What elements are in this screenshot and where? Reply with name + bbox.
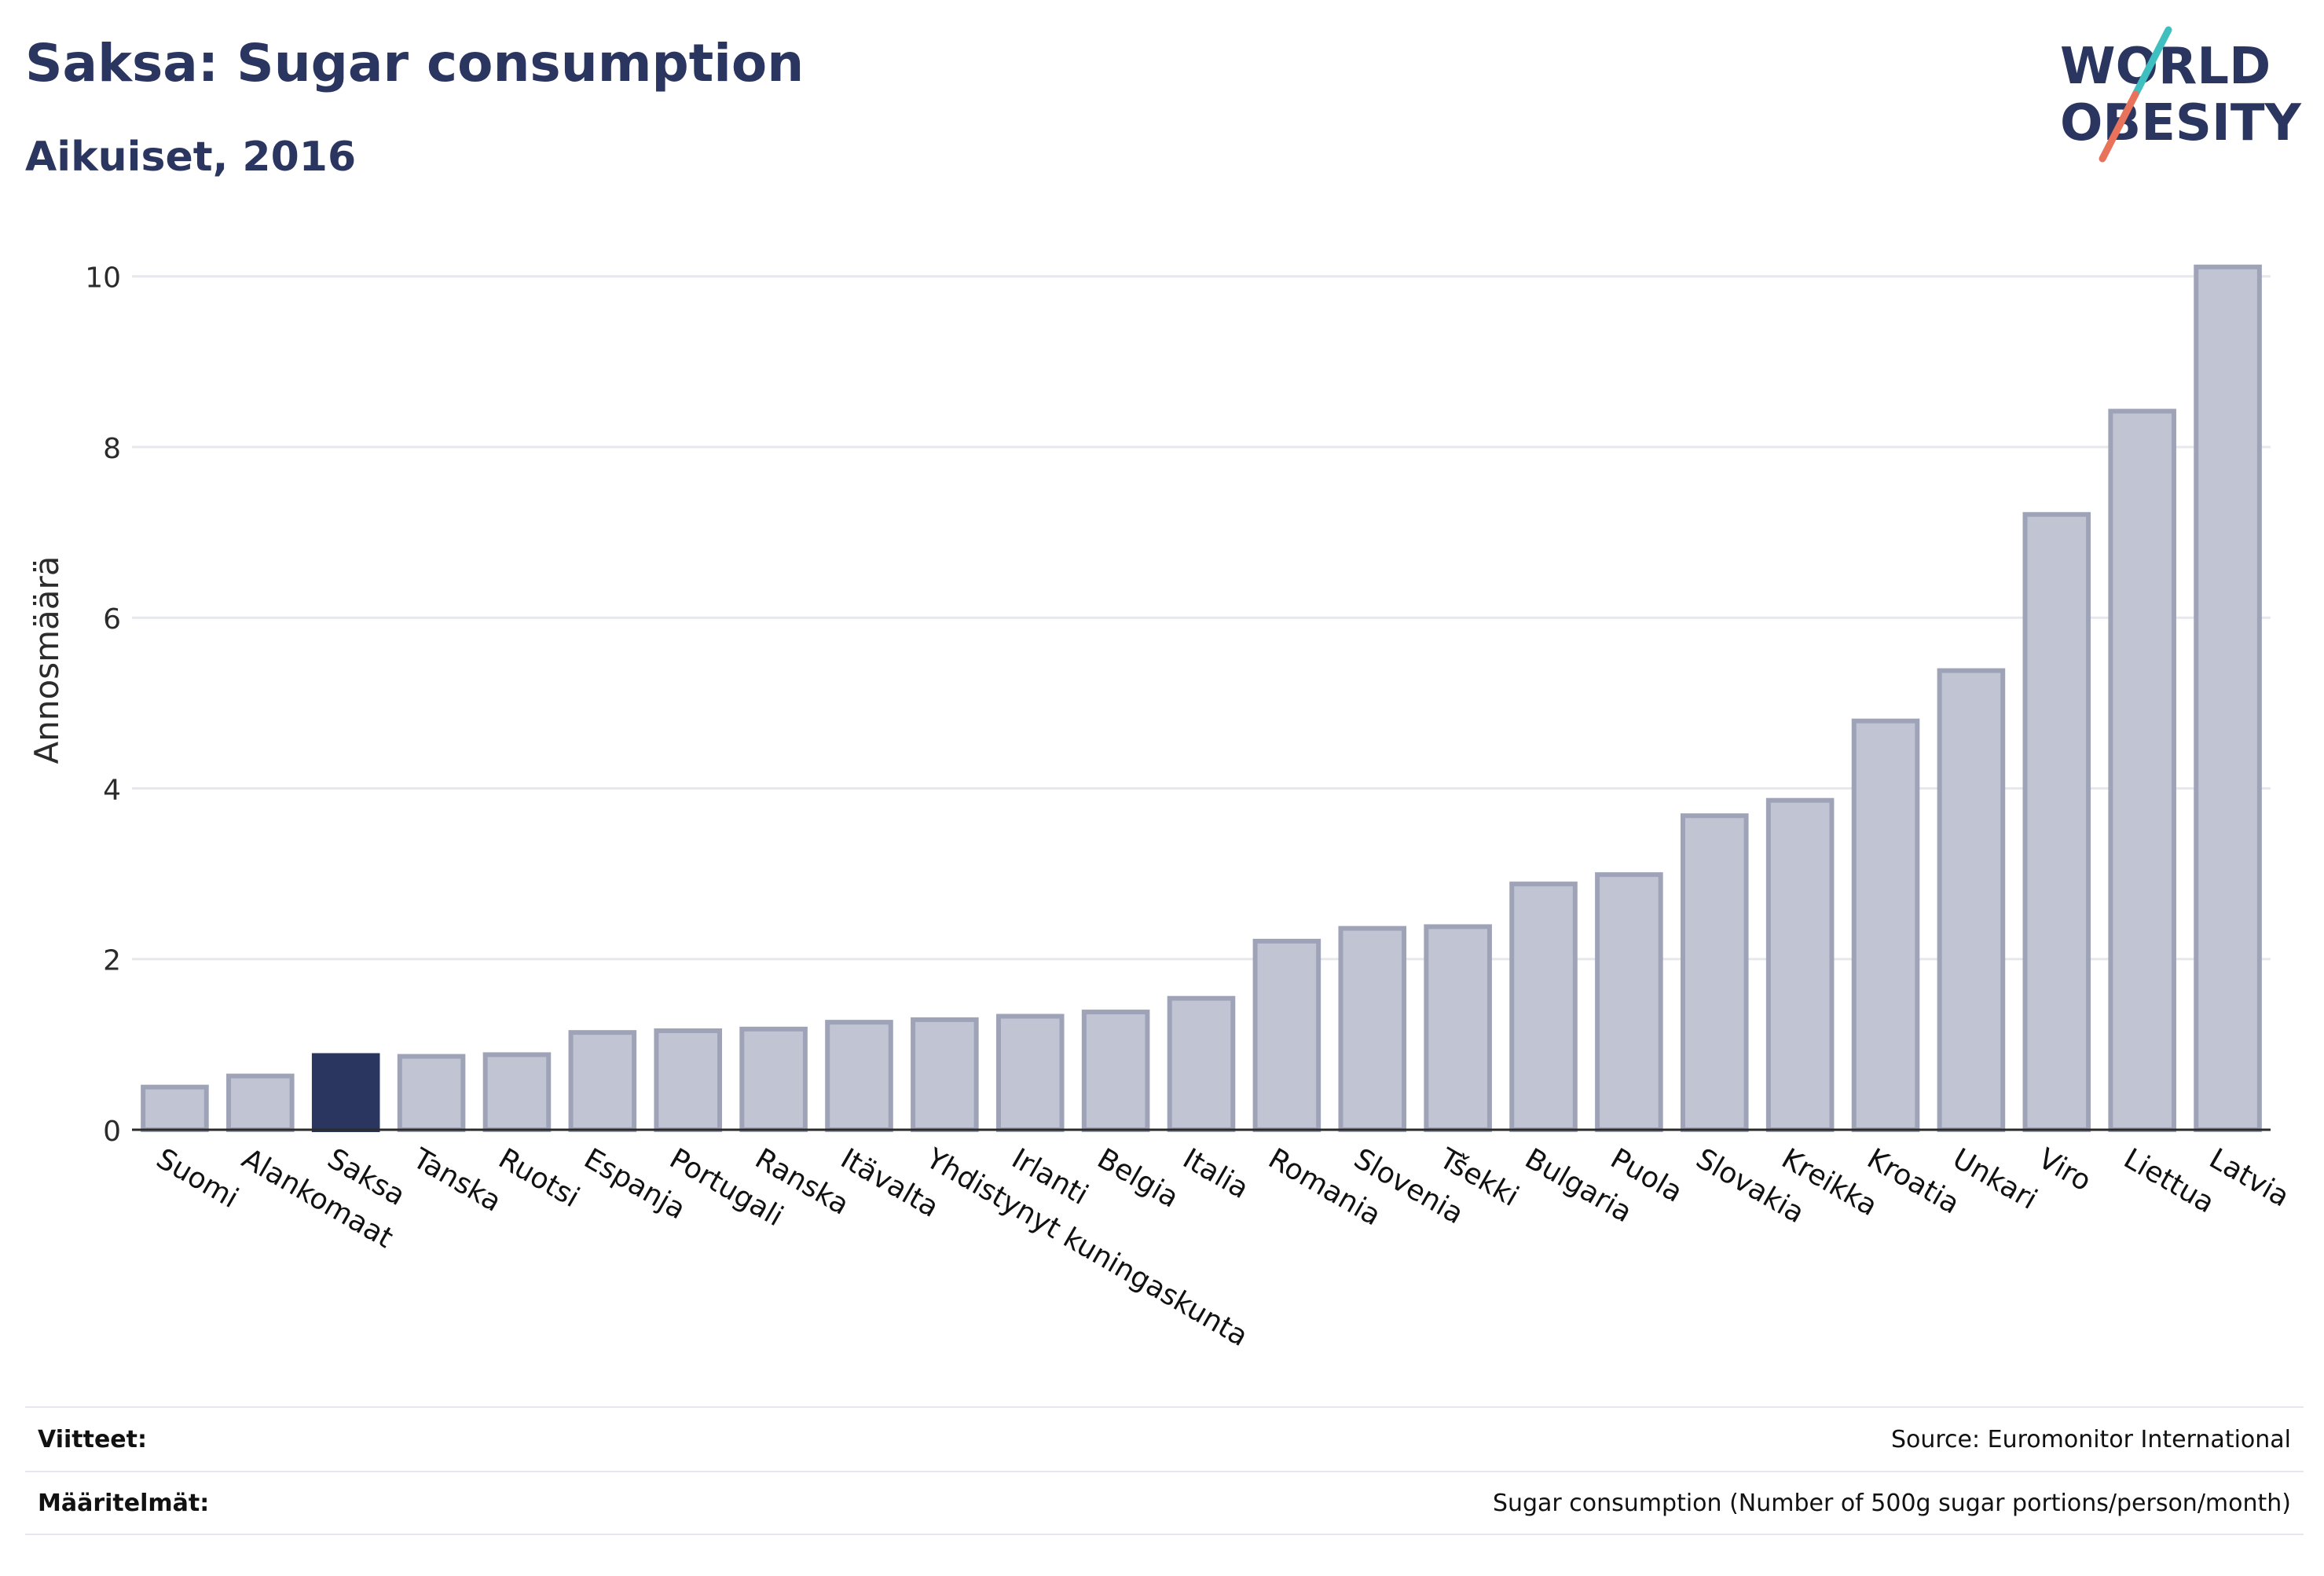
- x-tick-labels: SuomiAlankomaatSaksaTanskaRuotsiEspanjaP…: [151, 1142, 2295, 1353]
- bar-irlanti: [995, 1013, 1065, 1133]
- bar-ruotsi: [482, 1052, 552, 1132]
- chart-subtitle: Aikuiset, 2016: [25, 134, 357, 181]
- bar-unkari: [1937, 668, 2006, 1132]
- bar-latvia: [2194, 264, 2262, 1132]
- references-label: Viitteet:: [38, 1425, 147, 1453]
- bar-romania: [1252, 938, 1321, 1133]
- bar-itävalta: [825, 1020, 893, 1132]
- bar-viro: [2022, 511, 2091, 1132]
- bar-tšekki: [1424, 924, 1492, 1132]
- x-tick-label: Unkari: [1947, 1142, 2042, 1216]
- x-tick-label: Suomi: [151, 1142, 244, 1215]
- y-tick-labels: 0 2 4 6 8 10: [85, 262, 121, 1148]
- y-axis-label: Annosmäärä: [27, 556, 66, 764]
- references-value: Source: Euromonitor International: [1890, 1425, 2291, 1453]
- y-tick-label: 2: [103, 945, 121, 977]
- footer: Viitteet: Source: Euromonitor Internatio…: [25, 1406, 2304, 1535]
- bar-saksa: [311, 1053, 380, 1133]
- bar-kroatia: [1851, 718, 1920, 1132]
- logo-line-1: WORLD: [2060, 38, 2271, 96]
- bar-espanja: [568, 1030, 637, 1132]
- bar-kreikka: [1765, 797, 1835, 1133]
- y-tick-label: 6: [103, 603, 121, 636]
- definitions-value: Sugar consumption (Number of 500g sugar …: [1492, 1489, 2291, 1517]
- logo-line-2: OBESITY: [2060, 94, 2301, 152]
- x-tick-label: Itävalta: [835, 1142, 944, 1224]
- bar-suomi: [141, 1084, 209, 1133]
- bars: [141, 264, 2262, 1133]
- x-tick-label: Tanska: [407, 1142, 507, 1219]
- y-tick-label: 8: [103, 433, 121, 465]
- bar-slovakia: [1680, 813, 1749, 1132]
- y-tick-label: 0: [103, 1116, 121, 1148]
- y-tick-label: 4: [103, 774, 121, 806]
- bar-portugali: [654, 1028, 723, 1133]
- bar-liettua: [2108, 409, 2176, 1132]
- bar-italia: [1167, 995, 1236, 1133]
- x-tick-label: Belgia: [1092, 1142, 1184, 1214]
- logo-slash-teal: [2132, 26, 2172, 98]
- bar-tanska: [397, 1054, 466, 1133]
- bar-alankomaat: [226, 1073, 295, 1132]
- bar-belgia: [1081, 1010, 1150, 1132]
- bar-puola: [1595, 872, 1663, 1133]
- x-tick-label: Latvia: [2204, 1142, 2294, 1213]
- bar-yhdistynyt-kuningaskunta: [911, 1017, 979, 1133]
- references-row: Viitteet: Source: Euromonitor Internatio…: [25, 1406, 2304, 1471]
- logo-slash-coral: [2099, 90, 2139, 163]
- x-tick-label: Kroatia: [1862, 1142, 1965, 1220]
- bar-ranska: [739, 1026, 808, 1132]
- definitions-label: Määritelmät:: [38, 1489, 210, 1517]
- bar-chart: 0 2 4 6 8 10 SuomiAlankomaatSaksaTanskaRuotsi…: [27, 262, 2295, 1354]
- x-tick-label: Liettua: [2118, 1142, 2220, 1219]
- x-tick-label: Ruotsi: [493, 1142, 585, 1214]
- y-tick-label: 10: [85, 262, 121, 295]
- world-obesity-logo: WORLD OBESITY: [2060, 26, 2301, 163]
- x-tick-label: Viro: [2033, 1142, 2096, 1197]
- bar-slovenia: [1338, 925, 1407, 1132]
- bar-bulgaria: [1509, 881, 1578, 1132]
- x-tick-label: Italia: [1178, 1142, 1254, 1205]
- chart-title: Saksa: Sugar consumption: [25, 33, 805, 93]
- definitions-row: Määritelmät: Sugar consumption (Number o…: [25, 1471, 2304, 1535]
